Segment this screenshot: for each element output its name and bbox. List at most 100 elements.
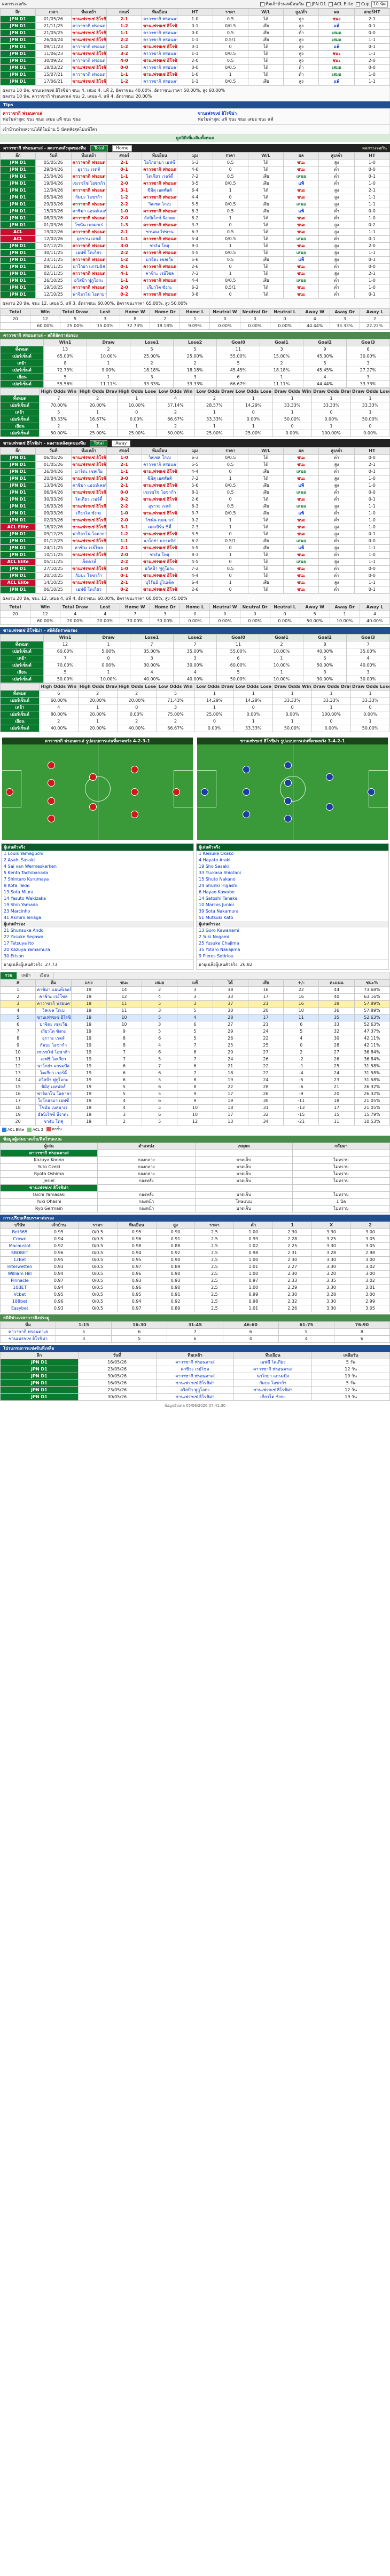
table-cell[interactable]: คาชิม่า แอนท์เลอร์ส (35, 986, 72, 994)
fixture-row[interactable]: JPN D1 23/05/26 อวิสป้า ฟูกูโอกะ ซานเฟรซเซ่… (0, 1386, 390, 1394)
standings-row[interactable]: 20 ซางัน โทสุ 19 2 5 12 13 34 -21 11 10.53% (0, 1118, 390, 1125)
table-cell[interactable]: อุลซาน เอชดี (71, 235, 107, 243)
table-cell[interactable]: ซานเฟรซเซ่ ฮิโรชิม่า (35, 1014, 72, 1021)
standings-row[interactable]: 9 กัมบะ โอซาก้า 19 8 4 7 25 25 0 28 42.11% (0, 1042, 390, 1049)
table-cell[interactable]: คาวาซากิ ฟรอนตาเล่ (71, 187, 107, 194)
table-cell[interactable]: คาชิวะ เรย์โซล (71, 544, 107, 552)
table-cell[interactable]: ซานเฟรซเซ่ ฮิโรชิม่า (71, 579, 107, 586)
player-marker[interactable] (89, 773, 97, 781)
home-recent-row[interactable]: JPN D1 15/03/26 คาชิม่า แอนท์เลอร์ส 1-0 คาวา… (0, 208, 390, 215)
table-cell[interactable]: ซานเฟรซเซ่ ฮิโรชิม่า (142, 43, 178, 51)
player-marker[interactable] (131, 811, 138, 818)
table-cell[interactable]: คาวาซากิ ฟรอนตาเล่ (142, 249, 178, 257)
standings-row[interactable]: 1 คาชิม่า แอนท์เลอร์ส 19 14 2 3 38 16 22 44 73.68% (0, 986, 390, 994)
player-link[interactable]: 1 Keisuke Osako (199, 851, 234, 856)
table-cell[interactable]: ฟาจิอาโน่ โอคายาม่า (71, 530, 107, 538)
player-link[interactable]: 51 Mutsuki Kato (199, 915, 233, 920)
away-recent-row[interactable]: JPN D1 20/10/25 กัมบะ โอซาก้า 0-1 ซานเฟรซเซ่… (0, 572, 390, 580)
table-cell[interactable]: คาวาซากิ ฟรอนตาเล่ (71, 284, 107, 291)
table-cell[interactable]: คาวาซากิ ฟรอนตาเล่ (155, 1359, 235, 1366)
table-cell[interactable]: เมลเบิร์น ซิตี้ (142, 524, 178, 531)
table-cell[interactable]: คาวาซากิ ฟรอนตาเล่ (71, 159, 107, 167)
fixture-row[interactable]: JPN D1 23/05/26 คาชิวะ เรย์โซล คาวาซากิ ฟรอ… (0, 1366, 390, 1373)
fixture-row[interactable]: JPN D1 30/05/26 คาวาซากิ ฟรอนตาเล่ นาโกย่า … (0, 1373, 390, 1380)
table-cell[interactable]: คาชิวะ เรย์โซล (155, 1366, 235, 1373)
standings-row[interactable]: 11 เอฟซี โตเกียว 19 7 5 7 24 26 -2 26 36.84% (0, 1056, 390, 1063)
player-link[interactable]: 39 Sota Nakamura (199, 909, 239, 914)
player-link[interactable]: 4 Sai van Wermeskerken (4, 864, 57, 869)
table-cell[interactable]: ซานเฟรซเซ่ ฮิโรชิม่า (71, 489, 107, 496)
table-cell[interactable]: นาโกย่า แกรมปัส (71, 263, 107, 271)
table-cell[interactable]: วิสเซล โกเบ (142, 454, 178, 462)
player-link[interactable]: 19 Shin Yamada (4, 902, 38, 907)
table-cell[interactable]: มาจิดะ เซลเวีย (35, 1021, 72, 1028)
table-cell[interactable]: วิสเซล โกเบ (35, 1007, 72, 1014)
table-cell[interactable]: คาชิวะ เรย์โซล (142, 270, 178, 278)
player-marker[interactable] (131, 766, 138, 773)
table-cell[interactable]: ซานเฟรซเซ่ ฮิโรชิม่า (71, 537, 107, 545)
standings-tab-away[interactable]: เยือน (35, 972, 54, 979)
tips-more-link[interactable]: ดูสถิติเพิ่มเติมทั้งหมด (0, 134, 390, 142)
player-link[interactable]: 4 Hayato Araki (199, 858, 231, 862)
player-link[interactable]: 13 Sota Miura (4, 890, 34, 894)
player-link[interactable]: 30 Erison (4, 954, 24, 958)
table-cell[interactable]: โชนัน เบลมาเร่ (71, 221, 107, 229)
table-cell[interactable]: คาวาซากิ ฟรอนตาเล่ (142, 50, 178, 58)
away-recent-row[interactable]: JPN D1 30/03/26 โตเกียว เวอร์ดี้ 0-2 ซานเฟรซ… (0, 496, 390, 503)
table-cell[interactable]: ซานเฟรซเซ่ ฮิโรชิม่า (155, 1380, 235, 1387)
home-recent-row[interactable]: JPN D1 26/10/25 อวิสป้า ฟูกูโอกะ 1-1 คาวาซาก… (0, 277, 390, 284)
standings-row[interactable]: 13 โตเกียว เวอร์ดี้ 19 6 6 7 18 22 -4 24 31.58% (0, 1069, 390, 1077)
table-cell[interactable]: คาวาซากิ ฟรอนตาเล่ (142, 180, 178, 187)
home-recent-row[interactable]: JPN D1 19/04/26 เซเรซโซ่ โอซาก้า 2-0 คาวาซาก… (0, 180, 390, 187)
table-cell[interactable]: คาวาซากิ ฟรอนตาเล่ (71, 201, 107, 208)
table-cell[interactable]: ซานเฟรซเซ่ ฮิโรชิม่า (142, 544, 178, 552)
table-cell[interactable]: อวิสป้า ฟูกูโอกะ (71, 277, 107, 284)
table-cell[interactable]: คาวาซากิ ฟรอนตาเล่ (71, 215, 107, 222)
player-marker[interactable] (6, 788, 13, 796)
standings-row[interactable]: 15 ชิมิสุ เอสพัลส์ 19 5 6 8 22 28 -6 21 26.32% (0, 1083, 390, 1091)
standings-row[interactable]: 4 วิสเซล โกเบ 19 11 3 5 30 20 10 36 57.89% (0, 1007, 390, 1014)
table-cell[interactable]: เอฟซี โตเกียว (71, 249, 107, 257)
player-link[interactable]: 24 Shunki Higashi (199, 883, 238, 888)
table-cell[interactable]: ซานเฟรซเซ่ ฮิโรชิม่า (71, 461, 107, 469)
table-cell[interactable]: มาจิดะ เซลเวีย (142, 256, 178, 264)
player-marker[interactable] (48, 797, 55, 805)
table-cell[interactable]: ซานเฟรซเซ่ ฮิโรชิม่า (142, 558, 178, 566)
table-cell[interactable]: ซางัน โทสุ (142, 551, 178, 559)
table-cell[interactable]: เกียวโต ซังกะ (233, 1393, 313, 1401)
table-cell[interactable]: ฟาจิอาโน่ โอคายาม่า (35, 1090, 72, 1098)
player-marker[interactable] (243, 766, 250, 773)
table-cell[interactable]: คาวาซากิ ฟรอนตาเล่ (71, 242, 107, 250)
player-marker[interactable] (284, 779, 292, 787)
table-cell[interactable]: นาโกย่า แกรมปัส (142, 537, 178, 545)
home-recent-row[interactable]: JPN D1 01/03/26 โชนัน เบลมาเร่ 1-3 คาวาซากิ … (0, 221, 390, 229)
table-cell[interactable]: อัลบิเร็กซ์ นีงาตะ (35, 1111, 72, 1119)
standings-row[interactable]: 19 อัลบิเร็กซ์ นีงาตะ 19 3 6 10 17 32 -15 15 15.79… (0, 1111, 390, 1119)
player-link[interactable]: 5 Kento Tachibanada (4, 870, 49, 875)
player-link[interactable]: 13 Goro Kawanami (199, 928, 239, 933)
filter-jpn-checkbox[interactable]: JPN D1 (306, 2, 326, 6)
tab-total-away[interactable]: Total (90, 440, 108, 447)
player-link[interactable]: 41 Akihiro Ienaga (4, 915, 42, 920)
table-cell[interactable]: ซานเฟรซเซ่ ฮิโรชิม่า (142, 482, 178, 489)
away-recent-row[interactable]: JPN D1 13/04/26 คาชิม่า แอนท์เลอร์ส 2-1 ซานเ… (0, 482, 390, 489)
table-cell[interactable]: เอฟซี โตเกียว (71, 586, 107, 593)
table-cell[interactable]: นาโกย่า แกรมปัส (35, 1063, 72, 1070)
table-cell[interactable]: คาชิม่า แอนท์เลอร์ส (71, 208, 107, 215)
table-cell[interactable]: ชิมิสุ เอสพัลส์ (142, 475, 178, 482)
table-cell[interactable]: คาวาซากิ ฟรอนตาเล่ (71, 43, 107, 51)
player-marker[interactable] (201, 788, 208, 796)
player-link[interactable]: 14 Yasuto Wakizaka (4, 896, 46, 901)
